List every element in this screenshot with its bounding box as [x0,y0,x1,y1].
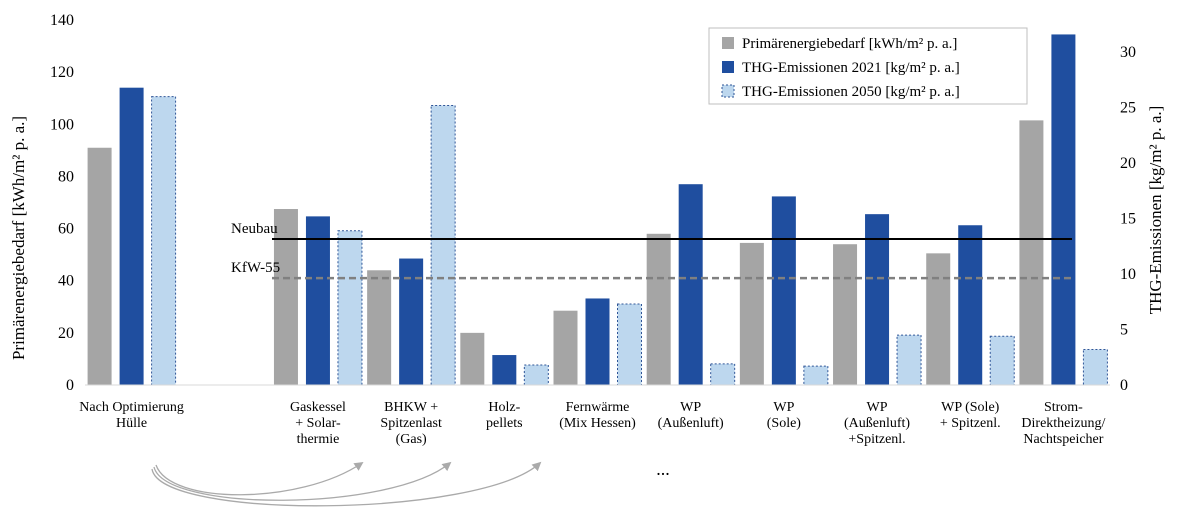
bar-thg-2021 [678,184,703,385]
left-tick-label: 40 [58,273,74,290]
category-label: Holz-pellets [486,400,523,431]
left-tick-label: 0 [66,377,74,394]
right-tick-label: 5 [1120,322,1128,339]
bar-primaerenergie [87,147,112,385]
arrow-to-gaskessel [155,461,364,496]
legend-box [708,27,1028,105]
arrow-to-holzpellets [151,461,542,507]
right-tick-label: 15 [1120,211,1136,228]
left-tick-label: 60 [58,221,74,238]
left-tick-label: 140 [50,12,74,29]
right-tick-label: 30 [1120,44,1136,61]
right-tick-label: 10 [1120,266,1136,283]
category-label: Strom-Direktheizung/Nachtspeicher [1021,400,1105,447]
bar-thg-2021 [305,216,330,385]
bar-thg-2021 [585,298,610,385]
bar-thg-2050 [523,364,549,386]
category-label: BHKW + Spitzenlast (Gas) [380,400,442,447]
category-label: Nach Optimierung Hülle [79,400,184,431]
right-tick-label: 20 [1120,155,1136,172]
bar-thg-2050 [710,363,736,386]
reference-lines-group: Neubau KfW-55 [231,221,1072,280]
bar-thg-2021 [865,214,890,385]
right-axis-title: THG-Emissionen [kg/m² p. a.] [1146,106,1165,315]
category-label: WP (Sole) + Spitzenl. [940,400,1001,431]
bar-thg-2050 [151,96,177,386]
bar-primaerenergie [646,233,671,385]
category-label: Gaskessel + Solar-thermie [290,400,346,447]
bar-thg-2050 [337,230,363,386]
left-axis-title: Primärenergiebedarf [kWh/m² p. a.] [9,116,28,360]
legend-swatch-thg-2050 [721,84,735,98]
left-tick-label: 120 [50,64,74,81]
bar-thg-2050 [896,334,922,386]
left-axis-ticks: 0 20 40 60 80 100 120 140 [50,12,74,394]
bar-thg-2021 [119,87,144,385]
legend: Primärenergiebedarf [kWh/m² p. a.] THG-E… [708,27,1028,105]
bar-thg-2021 [958,225,983,385]
bar-primaerenergie [926,253,951,385]
category-label: Fernwärme (Mix Hessen) [559,400,636,431]
kfw55-label: KfW-55 [231,260,280,276]
right-tick-label: 25 [1120,100,1136,117]
bar-primaerenergie [367,270,392,385]
transition-arrows [151,461,542,507]
bar-thg-2021 [399,258,424,385]
ellipsis-annotation: ... [656,459,670,479]
bar-thg-2050 [1082,349,1108,386]
left-tick-label: 20 [58,325,74,342]
category-labels: Nach Optimierung Hülle Gaskessel + Solar-th… [79,400,1105,447]
neubau-label: Neubau [231,221,278,237]
bar-thg-2050 [803,365,829,386]
right-tick-label: 0 [1120,377,1128,394]
bar-thg-2021 [1051,34,1076,385]
category-label: WP (Außenluft) +Spitzenl. [844,400,910,447]
bar-primaerenergie [1019,120,1044,385]
arrow-to-bhkw [153,461,452,501]
bar-primaerenergie [553,310,578,385]
legend-label-primary: Primärenergiebedarf [kWh/m² p. a.] [742,36,957,52]
category-label: WP (Außenluft) [658,400,724,431]
legend-swatch-primary [722,37,734,49]
bar-primaerenergie [833,244,858,385]
bar-thg-2050 [989,335,1015,386]
left-tick-label: 80 [58,168,74,185]
bar-thg-2021 [492,355,517,385]
right-axis-ticks: 0 5 10 15 20 25 30 [1120,44,1136,394]
bar-thg-2021 [771,196,796,385]
category-label: WP (Sole) [767,400,802,431]
left-tick-label: 100 [50,116,74,133]
legend-label-thg-2021: THG-Emissionen 2021 [kg/m² p. a.] [742,60,960,76]
legend-swatch-thg-2021 [722,61,734,73]
legend-label-thg-2050: THG-Emissionen 2050 [kg/m² p. a.] [742,84,960,100]
bar-primaerenergie [460,332,485,385]
bar-thg-2050 [430,104,456,386]
bar-thg-2050 [617,303,642,386]
bar-primaerenergie [739,242,764,385]
